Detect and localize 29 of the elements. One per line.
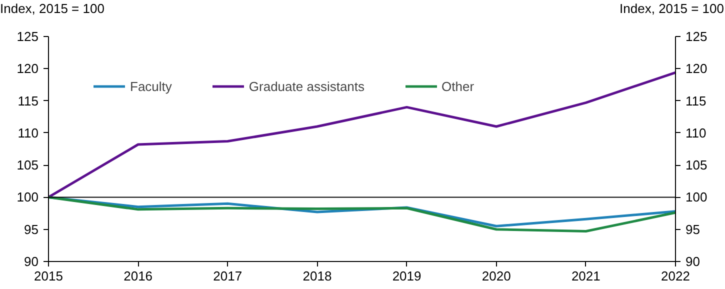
y2-tick-label: 105 [686, 158, 708, 173]
legend-label: Other [442, 78, 474, 94]
x-tick-label: 2019 [392, 268, 422, 284]
x-tick-label: 2020 [482, 268, 511, 284]
y-tick-label: 105 [16, 158, 39, 173]
x-tick-label: 2016 [124, 268, 153, 284]
y-tick-label: 100 [16, 190, 39, 205]
y2-tick-label: 95 [686, 222, 700, 237]
y2-tick-label: 110 [686, 125, 706, 140]
x-tick-label: 2018 [302, 268, 332, 284]
y2-tick-label: 115 [686, 93, 706, 108]
y-tick-label: 95 [24, 222, 39, 237]
y2-tick-label: 90 [686, 254, 700, 269]
y2-tick-label: 120 [686, 61, 708, 76]
y-tick-label: 120 [16, 61, 39, 76]
y2-tick-label: 125 [686, 29, 708, 44]
x-tick-label: 2017 [213, 268, 242, 284]
x-tick-label: 2015 [34, 268, 63, 284]
legend-label: Faculty [130, 78, 172, 94]
y2-tick-label: 100 [686, 190, 708, 205]
y-tick-label: 115 [18, 93, 39, 108]
legend-label: Graduate assistants [248, 78, 365, 94]
x-tick-label: 2021 [571, 268, 600, 284]
y-tick-label: 90 [24, 254, 39, 269]
y-tick-label: 110 [18, 125, 39, 140]
y2-axis-title: Index, 2015 = 100 [620, 0, 724, 18]
x-tick-label: 2022 [661, 268, 690, 284]
y-axis-title: Index, 2015 = 100 [0, 0, 104, 18]
y-tick-label: 125 [16, 29, 39, 44]
